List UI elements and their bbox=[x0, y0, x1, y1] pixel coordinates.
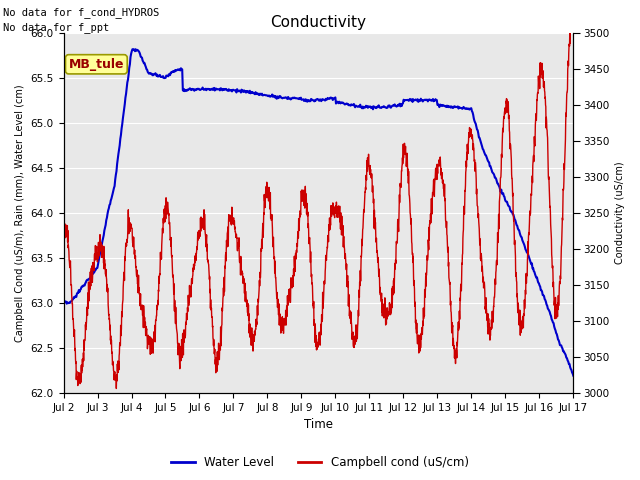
Text: No data for f_ppt: No data for f_ppt bbox=[3, 22, 109, 33]
Text: No data for f_cond_HYDROS: No data for f_cond_HYDROS bbox=[3, 7, 159, 18]
Text: MB_tule: MB_tule bbox=[68, 58, 124, 71]
Legend: Water Level, Campbell cond (uS/cm): Water Level, Campbell cond (uS/cm) bbox=[166, 452, 474, 474]
Y-axis label: Campbell Cond (uS/m), Rain (mm), Water Level (cm): Campbell Cond (uS/m), Rain (mm), Water L… bbox=[15, 84, 25, 342]
Y-axis label: Conductivity (uS/cm): Conductivity (uS/cm) bbox=[615, 162, 625, 264]
X-axis label: Time: Time bbox=[304, 419, 333, 432]
Title: Conductivity: Conductivity bbox=[271, 15, 367, 30]
